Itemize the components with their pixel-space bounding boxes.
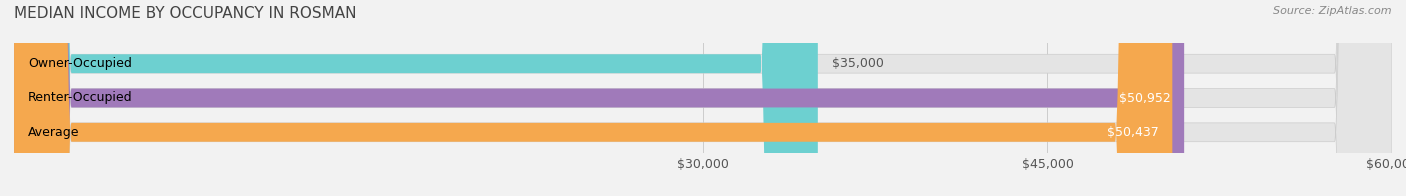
FancyBboxPatch shape: [14, 0, 1173, 196]
Text: $50,437: $50,437: [1107, 126, 1159, 139]
Text: $50,952: $50,952: [1119, 92, 1170, 104]
Text: Source: ZipAtlas.com: Source: ZipAtlas.com: [1274, 6, 1392, 16]
FancyBboxPatch shape: [14, 0, 1392, 196]
FancyBboxPatch shape: [14, 0, 1184, 196]
Text: Owner-Occupied: Owner-Occupied: [28, 57, 132, 70]
Text: $35,000: $35,000: [831, 57, 883, 70]
FancyBboxPatch shape: [14, 0, 1392, 196]
Text: Average: Average: [28, 126, 79, 139]
FancyBboxPatch shape: [14, 0, 818, 196]
Text: MEDIAN INCOME BY OCCUPANCY IN ROSMAN: MEDIAN INCOME BY OCCUPANCY IN ROSMAN: [14, 6, 357, 21]
FancyBboxPatch shape: [14, 0, 1392, 196]
Text: Renter-Occupied: Renter-Occupied: [28, 92, 132, 104]
